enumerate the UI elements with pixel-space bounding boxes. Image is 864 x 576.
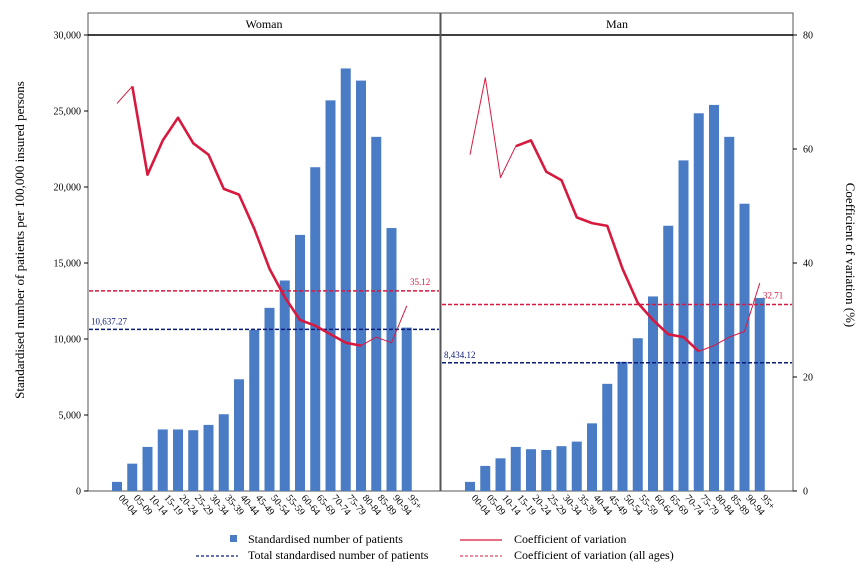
bar bbox=[739, 203, 750, 491]
y-left-tick-label: 5,000 bbox=[59, 411, 82, 422]
cv-line-thin bbox=[469, 77, 517, 178]
bar bbox=[480, 465, 491, 491]
y-left-tick-label: 15,000 bbox=[54, 259, 82, 270]
bar bbox=[127, 463, 138, 491]
bar bbox=[142, 446, 153, 491]
bar bbox=[188, 430, 199, 491]
bar bbox=[663, 225, 674, 491]
cv-line bbox=[515, 139, 700, 353]
bar bbox=[678, 160, 689, 491]
plot-frame bbox=[87, 12, 794, 492]
cv-line bbox=[131, 86, 362, 347]
y-left-tick-label: 30,000 bbox=[54, 31, 82, 42]
y-right-tick-label: 60 bbox=[803, 145, 813, 156]
bar bbox=[617, 361, 628, 491]
cv-line-thin bbox=[698, 282, 761, 352]
y-left-tick-label: 10,000 bbox=[54, 335, 82, 346]
bar bbox=[157, 429, 168, 491]
bar bbox=[587, 423, 597, 491]
bar bbox=[356, 80, 366, 491]
y-left-title: Standardised number of patients per 100,… bbox=[12, 81, 27, 399]
legend-label-total: Total standardised number of patients bbox=[248, 548, 429, 562]
bar bbox=[724, 136, 735, 491]
legend-label-cv-all: Coefficient of variation (all ages) bbox=[514, 548, 674, 562]
total-label: 8,434.12 bbox=[444, 350, 476, 360]
bar bbox=[602, 383, 613, 491]
bar bbox=[386, 228, 397, 492]
bar bbox=[632, 338, 643, 491]
bar bbox=[310, 167, 321, 492]
y-left-tick-label: 0 bbox=[76, 487, 81, 498]
cv-lines bbox=[116, 77, 761, 353]
bar bbox=[234, 379, 244, 491]
bar bbox=[340, 68, 351, 491]
bar bbox=[112, 481, 122, 491]
bar bbox=[541, 449, 552, 491]
bar bbox=[693, 113, 704, 491]
total-label: 10,637.27 bbox=[91, 316, 128, 326]
cv-all-label: 35.12 bbox=[410, 277, 430, 287]
reference-lines: 10,637.27 35.12 8,434.12 32.71 bbox=[89, 277, 792, 364]
bar bbox=[203, 424, 214, 491]
bar bbox=[648, 296, 658, 491]
bar bbox=[401, 327, 412, 491]
y-right-tick-label: 80 bbox=[803, 31, 813, 42]
panel-title-0: Woman bbox=[245, 17, 282, 31]
y-right-title: Coefficient of variation (%) bbox=[843, 183, 858, 328]
bar bbox=[556, 446, 567, 491]
bar bbox=[264, 307, 275, 491]
y-right-tick-label: 0 bbox=[803, 487, 808, 498]
cv-all-label: 32.71 bbox=[763, 291, 783, 301]
bar bbox=[571, 441, 582, 491]
bar bbox=[218, 414, 229, 491]
bar bbox=[295, 234, 305, 491]
bar bbox=[709, 104, 719, 492]
y-right-tick-label: 40 bbox=[803, 259, 813, 270]
bar bbox=[510, 446, 521, 491]
legend: Standardised number of patients Coeffici… bbox=[196, 532, 674, 562]
bar bbox=[173, 429, 183, 491]
legend-label-cv: Coefficient of variation bbox=[514, 532, 626, 546]
y-left-tick-label: 25,000 bbox=[54, 107, 82, 118]
bar bbox=[371, 136, 382, 491]
bar bbox=[526, 449, 536, 491]
cv-line-thin bbox=[116, 85, 133, 104]
y-right-tick-label: 20 bbox=[803, 373, 813, 384]
bar bbox=[249, 329, 260, 491]
bar bbox=[325, 100, 336, 492]
bar bbox=[279, 280, 290, 491]
bar-series bbox=[112, 68, 765, 492]
bar bbox=[754, 297, 765, 491]
legend-bar-swatch bbox=[230, 535, 237, 542]
panel-title-1: Man bbox=[606, 17, 628, 31]
bar bbox=[495, 458, 506, 491]
cv-line-thin bbox=[360, 305, 408, 347]
axes: Woman00-0405-0910-1415-1920-2425-2930-34… bbox=[54, 17, 814, 518]
legend-label-patients: Standardised number of patients bbox=[248, 532, 403, 546]
y-left-tick-label: 20,000 bbox=[54, 183, 82, 194]
bar bbox=[465, 481, 475, 491]
